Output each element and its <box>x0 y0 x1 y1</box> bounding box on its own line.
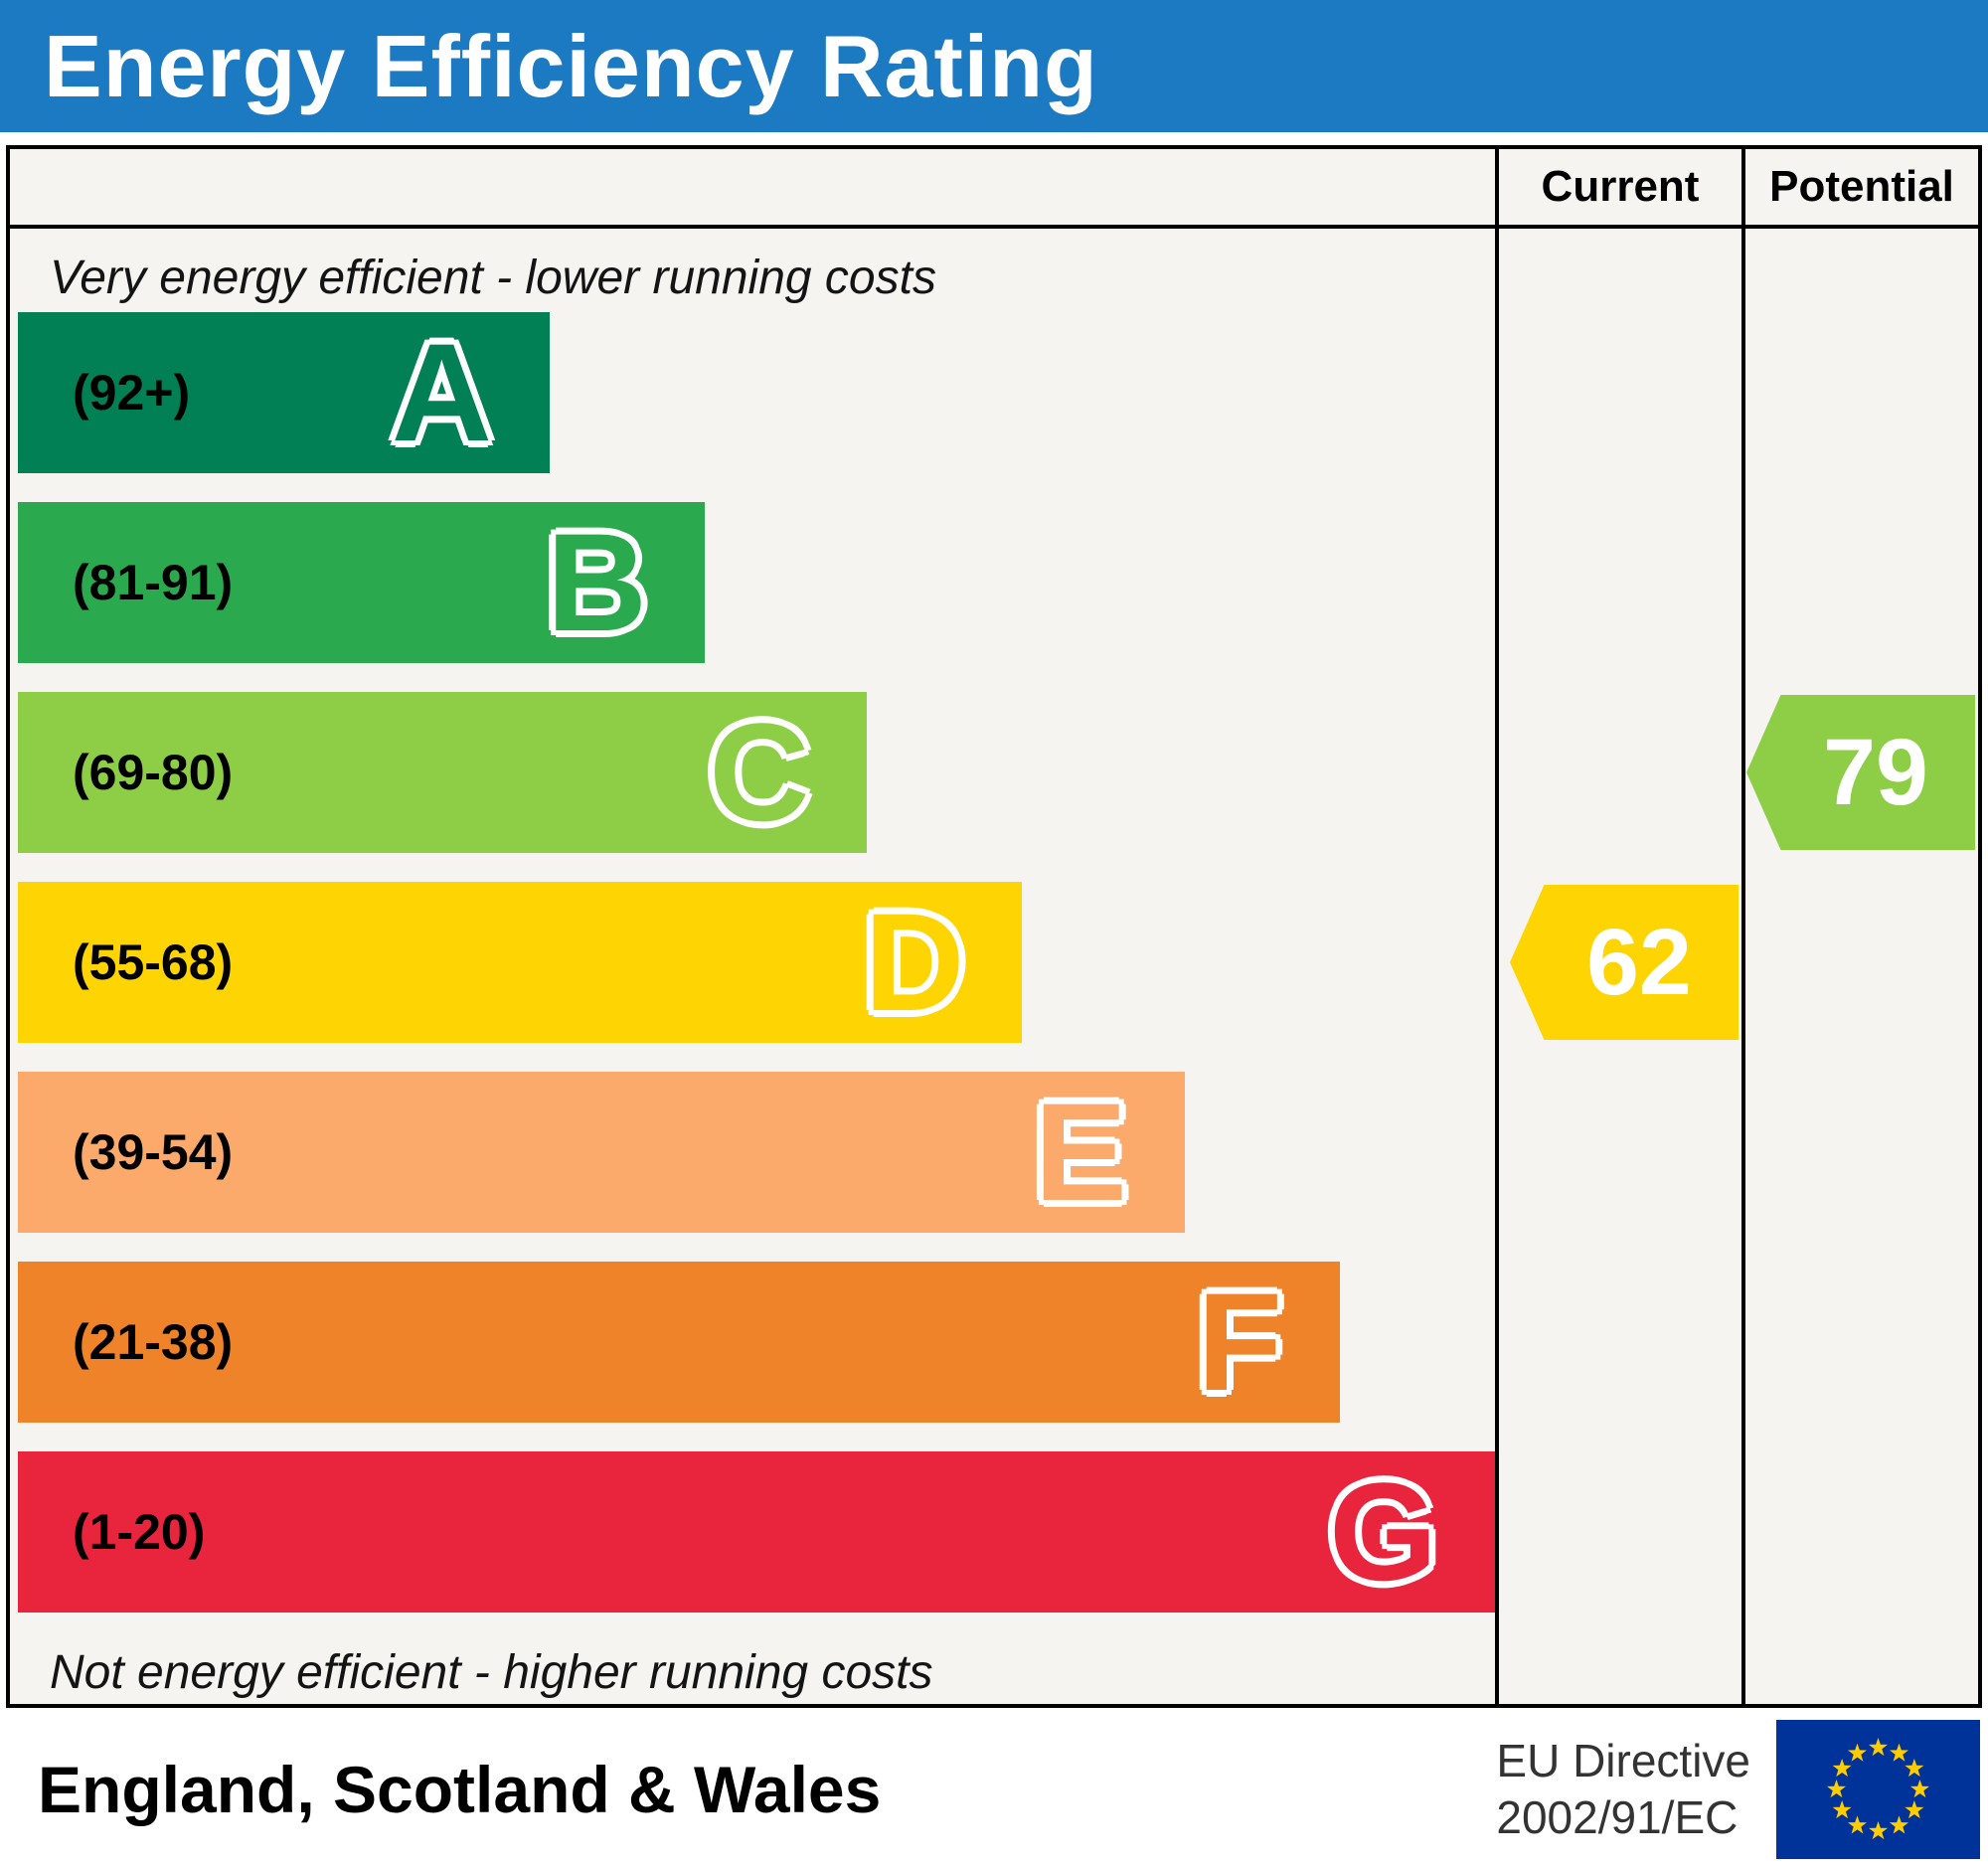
eu-flag <box>1776 1720 1980 1859</box>
band-letter: C <box>709 694 810 850</box>
bands-area: Very energy efficient - lower running co… <box>10 229 1495 1704</box>
band-row-g: (1-20) G <box>18 1451 1495 1641</box>
band-letter: B <box>546 504 647 660</box>
eu-directive-line1: EU Directive <box>1496 1734 1750 1786</box>
title-banner: Energy Efficiency Rating <box>0 0 1988 132</box>
band-row-c: (69-80) C <box>18 692 1495 882</box>
band-row-f: (21-38) F <box>18 1262 1495 1451</box>
chart-column-header: Current Potential <box>10 149 1978 229</box>
potential-arrow: 79 <box>1746 695 1975 850</box>
eu-directive-line2: 2002/91/EC <box>1496 1791 1739 1843</box>
top-note: Very energy efficient - lower running co… <box>50 252 936 304</box>
band-bar-b: (81-91) B <box>18 502 705 663</box>
band-bar-c: (69-80) C <box>18 692 868 853</box>
chart-body: Very energy efficient - lower running co… <box>10 229 1978 1704</box>
band-range-label: (39-54) <box>73 1124 234 1180</box>
band-bar-e: (39-54) E <box>18 1072 1185 1233</box>
band-range-label: (69-80) <box>73 745 234 800</box>
band-range-label: (21-38) <box>73 1314 234 1370</box>
rating-chart: Current Potential Very energy efficient … <box>6 145 1982 1708</box>
band-letter: E <box>1034 1074 1127 1230</box>
potential-column-header: Potential <box>1741 149 1978 225</box>
band-letter: A <box>391 314 492 470</box>
band-row-e: (39-54) E <box>18 1072 1495 1262</box>
band-row-a: (92+) A <box>18 312 1495 502</box>
header-spacer <box>10 149 1495 225</box>
current-column: 62 <box>1495 229 1741 1704</box>
band-range-label: (92+) <box>73 365 191 421</box>
current-arrow: 62 <box>1510 885 1739 1040</box>
band-range-label: (81-91) <box>73 555 234 610</box>
band-row-d: (55-68) D <box>18 882 1495 1072</box>
band-row-b: (81-91) B <box>18 502 1495 692</box>
region-label: England, Scotland & Wales <box>38 1753 882 1826</box>
band-bar-g: (1-20) G <box>18 1451 1495 1612</box>
band-letter: F <box>1197 1264 1282 1420</box>
potential-value: 79 <box>1823 719 1928 825</box>
band-bar-a: (92+) A <box>18 312 550 473</box>
current-column-header: Current <box>1495 149 1741 225</box>
band-letter: D <box>864 884 965 1040</box>
band-letter: G <box>1329 1453 1437 1610</box>
band-range-label: (55-68) <box>73 934 234 990</box>
current-value: 62 <box>1586 909 1692 1015</box>
band-bar-d: (55-68) D <box>18 882 1023 1043</box>
band-range-label: (1-20) <box>73 1504 206 1560</box>
band-bars: (92+) A (81-91) B (69-80) C <box>18 312 1495 1641</box>
eu-directive-label: EU Directive 2002/91/EC <box>1496 1733 1776 1847</box>
footer: England, Scotland & Wales EU Directive 2… <box>0 1712 1988 1867</box>
page-title: Energy Efficiency Rating <box>44 16 1098 115</box>
potential-column: 79 <box>1741 229 1978 1704</box>
band-bar-f: (21-38) F <box>18 1262 1340 1423</box>
bottom-note: Not energy efficient - higher running co… <box>50 1646 933 1699</box>
